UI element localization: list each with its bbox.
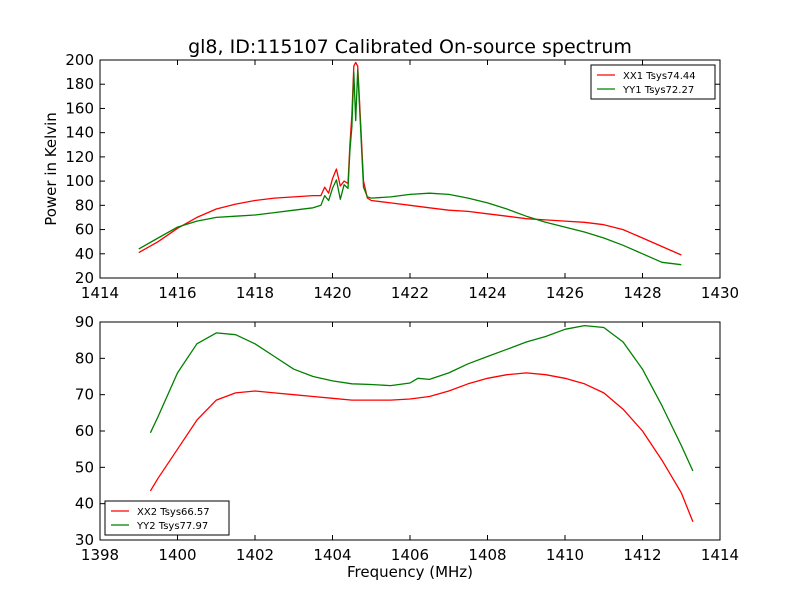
- y-tick-label: 180: [65, 75, 94, 93]
- x-tick-label: 1426: [546, 284, 584, 302]
- x-tick-label: 1420: [313, 284, 351, 302]
- series-line-1-0: [149, 372, 694, 523]
- x-tick-label: 1418: [236, 284, 274, 302]
- y-tick-label: 60: [75, 221, 94, 239]
- y-tick-label: 200: [65, 51, 94, 69]
- y-tick-label: 20: [75, 269, 94, 287]
- x-tick-label: 1416: [158, 284, 196, 302]
- y-tick-label: 80: [75, 349, 94, 367]
- y-axis-label: Power in Kelvin: [42, 112, 60, 226]
- y-tick-label: 120: [65, 148, 94, 166]
- x-tick-label: 1424: [468, 284, 506, 302]
- y-tick-label: 70: [75, 386, 94, 404]
- y-tick-label: 80: [75, 196, 94, 214]
- x-tick-label: 1410: [546, 546, 584, 564]
- x-tick-label: 1404: [313, 546, 351, 564]
- y-tick-label: 50: [75, 458, 94, 476]
- top-panel: 1414 1416 1418 1420 1422 1424 1426 1428 1430 20 40…: [42, 51, 739, 302]
- x-axis-label: Frequency (MHz): [347, 563, 473, 581]
- legend-label: XX1 Tsys74.44: [623, 71, 696, 82]
- y-tick-label: 90: [75, 313, 94, 331]
- legend-box: [104, 500, 230, 536]
- x-tick-label: 1398: [81, 546, 119, 564]
- y-tick-label: 40: [75, 245, 94, 263]
- x-tick-label: 1400: [158, 546, 196, 564]
- y-tick-label: 60: [75, 422, 94, 440]
- x-tick-label: 1414: [81, 284, 119, 302]
- y-tick-label: 140: [65, 124, 94, 142]
- legend-label: YY1 Tsys72.27: [622, 85, 694, 96]
- series-line-1-1: [149, 324, 694, 472]
- x-tick-label: 1414: [701, 546, 739, 564]
- x-tick-label: 1428: [623, 284, 661, 302]
- y-tick-label: 30: [75, 531, 94, 549]
- y-tick-label: 160: [65, 99, 94, 117]
- x-tick-label: 1406: [391, 546, 429, 564]
- x-tick-label: 1430: [701, 284, 739, 302]
- chart-title: gl8, ID:115107 Calibrated On-source spec…: [188, 36, 632, 58]
- series-line-0-0: [138, 61, 682, 256]
- series-line-0-1: [138, 69, 682, 266]
- legend-label: XX2 Tsys66.57: [137, 507, 210, 518]
- bottom-panel: 1398 1400 1402 1404 1406 1408 1410 1412 1414 30 40…: [75, 313, 739, 581]
- legend-box: [590, 64, 716, 100]
- x-tick-label: 1422: [391, 284, 429, 302]
- y-tick-label: 100: [65, 172, 94, 190]
- x-tick-label: 1412: [623, 546, 661, 564]
- x-tick-label: 1402: [236, 546, 274, 564]
- x-tick-label: 1408: [468, 546, 506, 564]
- y-tick-label: 40: [75, 495, 94, 513]
- legend-label: YY2 Tsys77.97: [136, 521, 208, 532]
